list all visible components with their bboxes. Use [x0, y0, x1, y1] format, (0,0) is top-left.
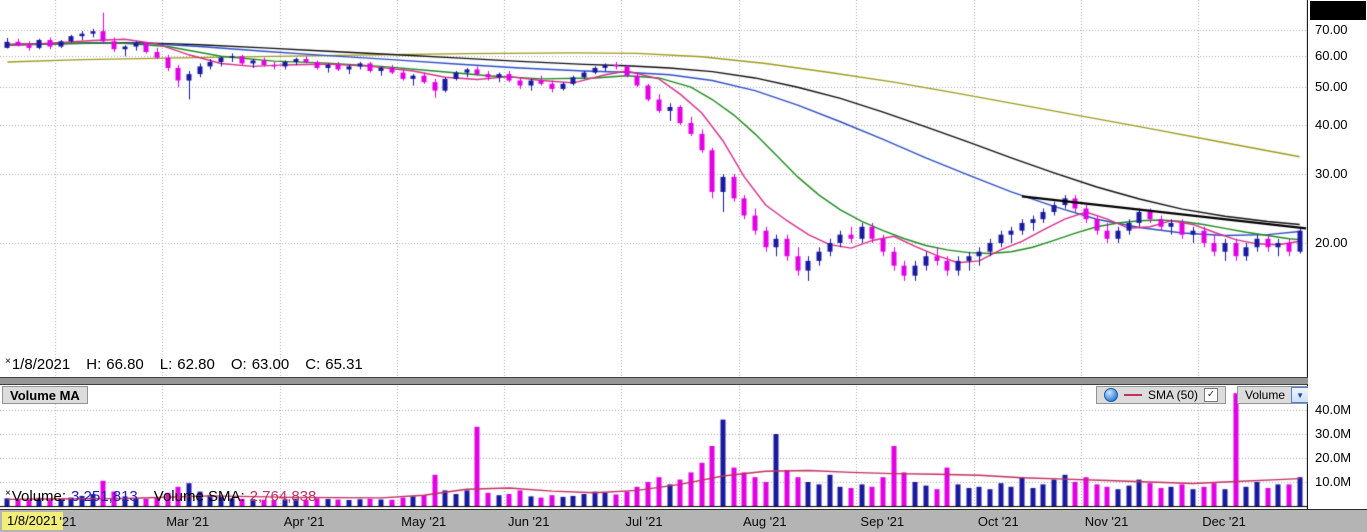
volume-value: 3,251,813 [71, 488, 138, 505]
price-tick-label: 70.00 [1315, 22, 1348, 37]
low-value: 62.80 [177, 356, 215, 373]
price-tick-label: 40.00 [1315, 117, 1348, 133]
low-label: L: [159, 356, 173, 373]
price-axis[interactable]: 70.00 60.00 50.00 40.00 30.00 20.00 40.0M 30.0M… [1308, 0, 1367, 509]
volume-tick-label: 10.0M [1315, 474, 1352, 489]
close-value: 65.31 [325, 356, 363, 373]
month-label: Jun '21 [507, 514, 550, 529]
volume-sma-value: 2,764,838 [249, 488, 317, 505]
pane-divider[interactable] [0, 377, 1367, 385]
volume-pane-header[interactable]: Volume MA [2, 386, 88, 404]
close-icon[interactable]: × [5, 488, 11, 499]
time-axis[interactable]: 1/8/2021 '21 Mar '21 Apr '21 May '21 Jun '21… [0, 509, 1367, 532]
close-label: C: [305, 356, 321, 373]
globe-icon [1104, 388, 1118, 402]
month-label: Jul '21 [625, 514, 663, 529]
volume-legend-label: Volume [1245, 388, 1286, 402]
price-tick-label: 60.00 [1315, 48, 1348, 64]
month-label: Mar '21 [166, 514, 210, 529]
volume-tick-label: 30.0M [1315, 426, 1352, 441]
high-value: 66.80 [106, 356, 144, 373]
sma-checkbox[interactable]: ✓ [1204, 388, 1219, 402]
price-tick-label: 20.00 [1315, 234, 1348, 250]
volume-sma-legend: SMA (50) ✓ [1096, 386, 1227, 404]
volume-readout: ×Volume: 3,251,813 Volume SMA: 2,764,838 [5, 488, 316, 505]
price-tick-label: 30.00 [1315, 166, 1348, 182]
close-icon[interactable]: × [5, 356, 11, 367]
price-tick-label: 50.00 [1315, 79, 1348, 95]
volume-sma-label: Volume SMA: [153, 488, 245, 505]
month-label: Oct '21 [977, 514, 1019, 529]
open-value: 63.00 [251, 356, 290, 373]
month-label: Sep '21 [860, 514, 905, 529]
volume-tick-label: 20.0M [1315, 450, 1352, 465]
month-label: Nov '21 [1084, 514, 1129, 529]
volume-label: Volume: [11, 488, 67, 505]
sma-legend-label: SMA (50) [1148, 388, 1199, 402]
month-label: Aug '21 [742, 514, 787, 529]
month-label: May '21 [401, 514, 447, 529]
readout-date: 1/8/2021 [11, 356, 71, 373]
month-label: Apr '21 [283, 514, 325, 529]
volume-dropdown-button[interactable]: ▼ [1291, 387, 1310, 403]
month-label: Dec '21 [1202, 514, 1246, 529]
ohlc-readout: ×1/8/2021 H: 66.80 L: 62.80 O: 63.00 C: 65.31 [5, 356, 363, 373]
high-label: H: [86, 356, 102, 373]
volume-tick-label: 40.0M [1315, 402, 1352, 417]
open-label: O: [230, 356, 247, 373]
crosshair-date-badge: 1/8/2021 [2, 512, 63, 530]
month-label: '21 [59, 514, 77, 529]
volume-series-selector: Volume ▼ [1237, 386, 1318, 404]
axis-corner-box [1310, 1, 1366, 20]
sma-line-sample [1124, 394, 1142, 396]
